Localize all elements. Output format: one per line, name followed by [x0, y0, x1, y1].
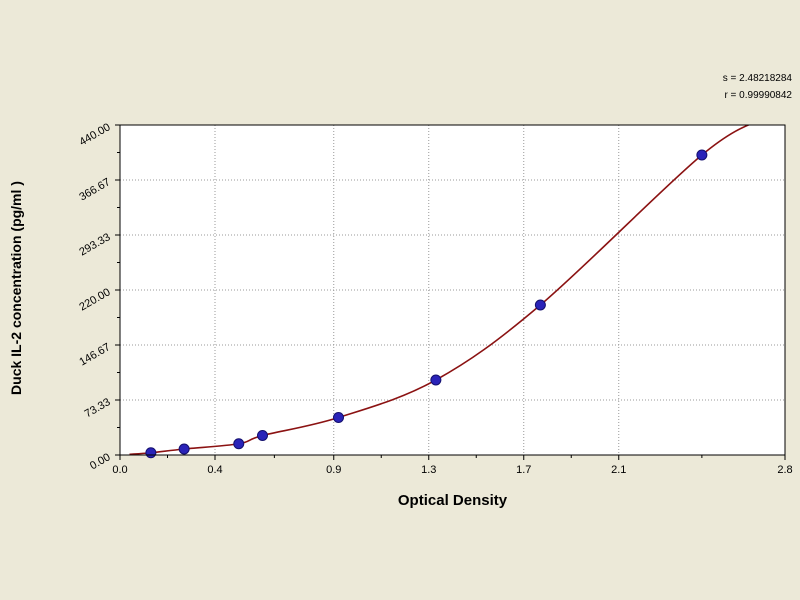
y-tick-label: 146.67	[77, 341, 112, 368]
data-point	[145, 447, 157, 459]
data-point	[233, 438, 245, 450]
data-point	[333, 412, 344, 423]
axis-ticks	[115, 124, 786, 460]
x-tick-label: 0.0	[112, 464, 127, 476]
y-tick-label: 293.33	[77, 231, 112, 258]
data-point	[534, 299, 546, 311]
grid	[120, 125, 785, 455]
plot-area: 0.0 0.4 0.9 1.3 1.7 2.1 2.8 0.00 73.33 146.67 220.…	[77, 121, 792, 476]
fit-stat-r: r = 0.99990842	[724, 90, 792, 101]
y-tick-label: 220.00	[77, 286, 112, 313]
y-axis-title: Duck IL-2 concentration (pg/ml )	[8, 181, 24, 395]
x-axis-title: Optical Density	[397, 492, 508, 509]
fit-stat-s: s = 2.48218284	[722, 73, 792, 84]
data-point	[430, 374, 442, 386]
x-tick-label: 0.9	[326, 464, 341, 476]
data-point	[257, 430, 268, 441]
data-points	[145, 149, 708, 459]
y-tick-label: 440.00	[77, 121, 112, 148]
x-tick-label: 1.3	[421, 464, 436, 476]
y-tick-label: 0.00	[88, 451, 113, 472]
data-point	[696, 149, 708, 161]
y-tick-label: 366.67	[77, 176, 112, 203]
x-tick-label: 1.7	[516, 464, 531, 476]
x-tick-label: 2.8	[777, 464, 792, 476]
x-tick-label: 2.1	[611, 464, 626, 476]
y-tick-label: 73.33	[83, 396, 113, 420]
fit-statistics: s = 2.48218284 r = 0.99990842	[723, 70, 792, 104]
x-tick-label: 0.4	[207, 464, 222, 476]
fit-curve	[129, 125, 751, 455]
data-point	[178, 443, 190, 455]
